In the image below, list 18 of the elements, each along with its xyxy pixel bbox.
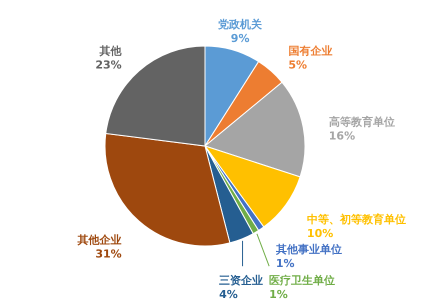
slice-label: 三资企业 <box>219 274 264 288</box>
slice-label: 高等教育单位 <box>328 115 395 128</box>
data-label: 4% <box>219 288 238 302</box>
slice-label: 中等、初等教育单位 <box>306 213 406 226</box>
data-label: 23% <box>95 58 122 72</box>
slice-label: 其他企业 <box>76 234 122 247</box>
data-label: 1% <box>276 257 295 270</box>
data-label: 10% <box>306 227 334 240</box>
data-label: 1% <box>269 288 288 302</box>
data-label: 31% <box>95 248 122 261</box>
slice-label: 其他 <box>98 44 123 58</box>
data-label: 5% <box>288 58 308 72</box>
data-label: 16% <box>328 129 356 142</box>
slice-label: 其他事业单位 <box>274 243 342 256</box>
slice-label: 国有企业 <box>288 44 332 58</box>
slice-label: 党政机关 <box>217 18 264 32</box>
data-label: 9% <box>230 32 250 46</box>
slice-label: 医疗卫生单位 <box>269 274 336 288</box>
